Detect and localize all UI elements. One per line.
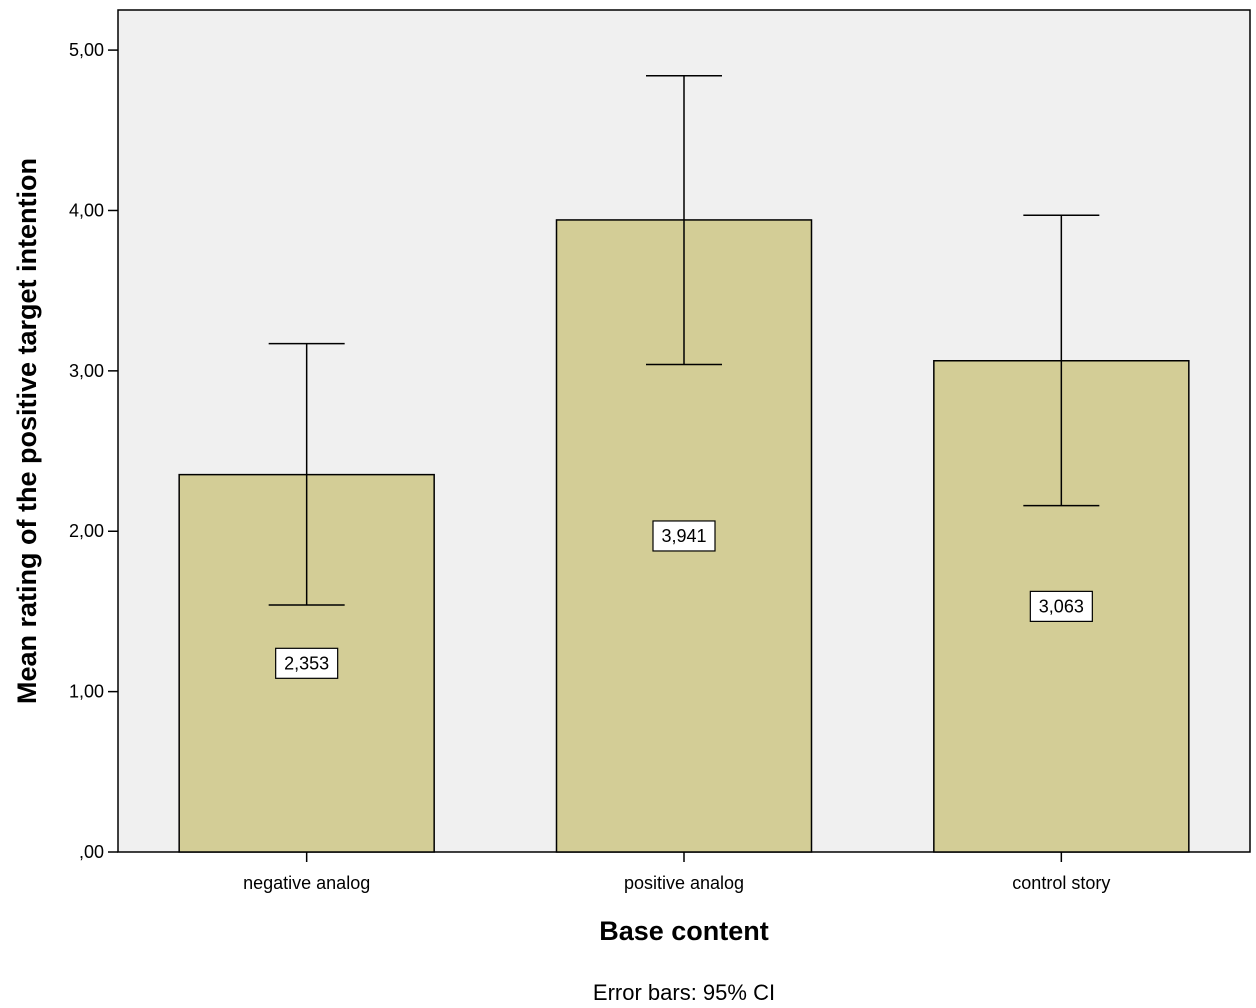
x-tick-label: negative analog [243,873,370,893]
x-axis: negative analog positive analog control st… [243,852,1110,893]
data-label: 3,941 [661,526,706,546]
y-tick-label: 3,00 [69,361,104,381]
data-label-box [275,647,339,679]
data-labels: 2,353 3,941 3,063 [275,520,1093,679]
x-tick-label: positive analog [624,873,744,893]
y-axis: ,00 1,00 2,00 3,00 4,00 5,00 [69,40,118,862]
y-tick-label: 1,00 [69,682,104,702]
y-axis-title: Mean rating of the positive target inten… [12,158,42,704]
data-label-box [1029,590,1093,622]
data-label-box [652,520,716,552]
x-tick-label: control story [1012,873,1110,893]
y-tick-label: 2,00 [69,521,104,541]
y-tick-label: 4,00 [69,200,104,220]
y-tick-label: 5,00 [69,40,104,60]
data-label: 2,353 [284,653,329,673]
y-tick-label: ,00 [79,842,104,862]
x-axis-title: Base content [599,916,769,946]
data-label: 3,063 [1039,596,1084,616]
error-bars [268,75,1100,606]
error-bars-note: Error bars: 95% CI [593,980,775,1005]
